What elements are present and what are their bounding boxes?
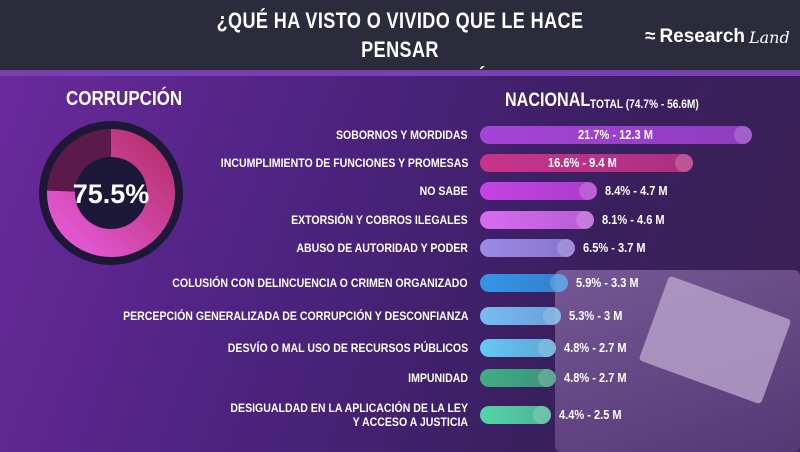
category-label: PERCEPCIÓN GENERALIZADA DE CORRUPCIÓN Y …: [122, 309, 468, 323]
bar: [480, 126, 752, 144]
bar: [480, 339, 556, 357]
category-label: DESVÍO O MAL USO DE RECURSOS PÚBLICOS: [227, 341, 468, 355]
total-label: TOTAL (74.7% - 56.6M): [590, 97, 699, 111]
title-line-1: ¿QUÉ HA VISTO O VIVIDO QUE LE HACE PENSA…: [216, 8, 584, 62]
data-label: 5.3% - 3 M: [569, 308, 623, 323]
donut-arc: [47, 129, 175, 257]
category-label: COLUSIÓN CON DELINCUENCIA O CRIMEN ORGAN…: [172, 276, 468, 290]
chart-subtitle: NACIONAL: [505, 90, 591, 111]
category-label: ABUSO DE AUTORIDAD Y PODER: [296, 241, 468, 255]
header: ¿QUÉ HA VISTO O VIVIDO QUE LE HACE PENSA…: [0, 0, 800, 91]
data-label: 4.4% - 2.5 M: [559, 407, 622, 422]
data-label: 6.5% - 3.7 M: [583, 240, 647, 255]
data-label: 4.8% - 2.7 M: [563, 340, 627, 355]
data-label: 21.7% - 12.3 M: [577, 127, 653, 142]
logo-text: Research: [659, 26, 745, 47]
bar: [480, 211, 594, 229]
logo: ≈ Research Land: [645, 26, 790, 48]
data-label: 8.1% - 4.6 M: [601, 212, 665, 227]
category-label: IMPUNIDAD: [408, 371, 468, 385]
category-label: INCUMPLIMIENTO DE FUNCIONES Y PROMESAS: [220, 156, 468, 170]
category-label: EXTORSIÓN Y COBROS ILEGALES: [291, 213, 468, 227]
bar: [480, 369, 556, 387]
data-label: 16.6% - 9.4 M: [548, 155, 618, 170]
logo-script: Land: [749, 27, 790, 47]
category-label: DESIGUALDAD EN LA APLICACIÓN DE LA LEY Y …: [230, 401, 468, 429]
bar: [480, 239, 576, 257]
bar: [480, 307, 562, 325]
data-label: 4.8% - 2.7 M: [563, 370, 627, 385]
category-label: NO SABE: [419, 184, 468, 198]
donut-chart: 75.5%: [39, 121, 183, 265]
donut-value: 75.5%: [73, 179, 150, 209]
bar: [480, 154, 693, 172]
data-label: 5.9% - 3.3 M: [576, 275, 640, 290]
bar: [480, 182, 598, 200]
bar: [480, 406, 552, 424]
bar: [480, 274, 569, 292]
donut-label: CORRUPCIÓN: [66, 88, 183, 110]
logo-icon: ≈: [645, 26, 656, 47]
category-label: SOBORNOS Y MORDIDAS: [336, 128, 468, 142]
divider: [0, 70, 800, 76]
data-label: 8.4% - 4.7 M: [605, 183, 669, 198]
